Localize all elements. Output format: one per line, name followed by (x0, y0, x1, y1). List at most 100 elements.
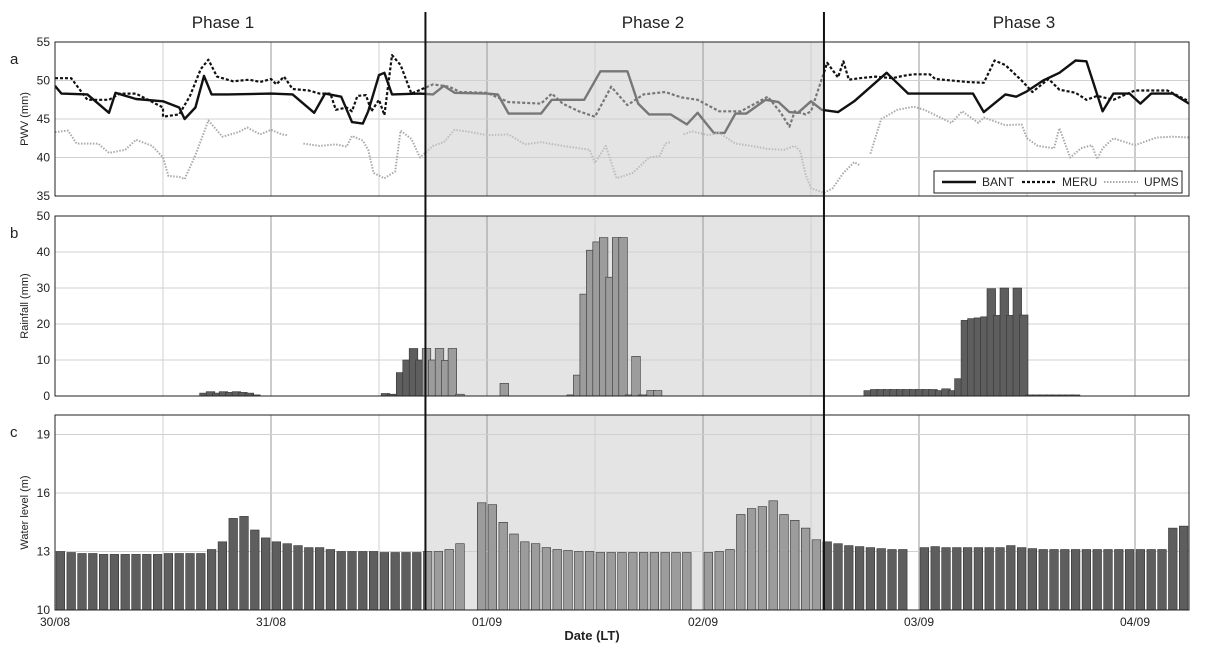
panel-letter: c (10, 424, 18, 441)
water-level-bar (368, 551, 379, 611)
water-level-bar (606, 552, 616, 611)
water-level-bar (401, 552, 411, 611)
y-tick-label: 16 (37, 486, 51, 500)
x-tick-label: 02/09 (688, 615, 718, 629)
water-level-bar (854, 546, 865, 611)
water-level-bar (714, 551, 724, 611)
water-level-bar (1114, 549, 1124, 611)
water-level-bar (153, 554, 163, 611)
water-level-bar (1027, 548, 1037, 611)
water-level-bar (1016, 547, 1027, 611)
labels: 35 40 45 50 55 a PWV (mm) BANT MERU UPMS 0 10 20 30 40… (10, 13, 1183, 643)
water-level-bar (1135, 549, 1145, 611)
y-tick-label: 50 (37, 209, 51, 223)
water-level-bar (390, 552, 400, 611)
water-level-bar (833, 543, 843, 611)
legend-label: BANT (982, 175, 1015, 189)
y-tick-label: 30 (37, 281, 51, 295)
water-level-bar (185, 553, 195, 611)
water-level-bar (217, 541, 228, 611)
y-tick-label: 45 (37, 112, 51, 126)
water-level-bar (142, 554, 152, 611)
water-level-bar (336, 551, 346, 611)
water-level-bar (131, 554, 141, 611)
water-level-bar (1071, 549, 1081, 611)
panel-gap (0, 396, 1206, 415)
water-level-bar (358, 551, 368, 611)
panel-frame (54, 215, 1190, 397)
water-level-bar (725, 549, 735, 611)
series-line-upms-phase2 (55, 121, 287, 180)
y-tick-label: 50 (37, 74, 51, 88)
series-line-bant-phase2 (425, 70, 824, 135)
water-level-bar (649, 552, 659, 611)
water-level-bar (1060, 549, 1070, 611)
water-level-bar (962, 547, 973, 611)
water-level-bar (552, 549, 562, 611)
phase-title: Phase 1 (192, 13, 254, 32)
water-level-bar (941, 547, 951, 611)
y-tick-label: 55 (37, 35, 51, 49)
rainfall-bar (447, 348, 458, 397)
water-level-bar (109, 554, 119, 611)
water-level-bar (865, 547, 875, 611)
water-level-bar (347, 551, 357, 611)
y-tick-label: 19 (37, 428, 51, 442)
y-tick-label: 13 (37, 545, 51, 559)
water-level-bar (757, 506, 767, 611)
water-level-bar (174, 553, 184, 611)
water-level-bar (487, 504, 498, 611)
water-level-bar (55, 551, 65, 611)
water-level-bar (260, 537, 271, 611)
water-level-bar (952, 547, 962, 611)
water-level-bar (293, 545, 303, 611)
panel-gap (0, 196, 1206, 216)
water-level-bar (163, 553, 174, 611)
water-level-bar (379, 552, 390, 611)
water-level-bar (412, 552, 422, 611)
series-line-upms-phase2 (683, 130, 824, 194)
phase-title: Phase 3 (993, 13, 1055, 32)
series-line-meru-phase2 (425, 69, 824, 128)
water-level-bar (239, 516, 249, 611)
legend-label: UPMS (1144, 175, 1179, 189)
water-level-bar (325, 549, 336, 611)
water-level-bar (973, 547, 983, 611)
water-level-bar (660, 552, 670, 611)
legend-box (933, 170, 1183, 194)
rainfall-bar (1019, 314, 1029, 397)
y-tick-label: 10 (37, 353, 51, 367)
water-level-bar (563, 550, 573, 611)
water-level-bar (703, 552, 713, 611)
water-level-bar (99, 554, 109, 611)
panel-letter: b (10, 225, 18, 242)
water-level-bar (530, 543, 541, 611)
water-level-bar (271, 541, 282, 611)
y-tick-label: 10 (37, 603, 51, 617)
water-level-bar (1157, 549, 1167, 611)
y-axis-label: Water level (m) (19, 475, 31, 549)
water-level-bar (282, 543, 292, 611)
y-tick-label: 20 (37, 317, 51, 331)
y-axis-label: Rainfall (mm) (19, 273, 31, 338)
water-level-bar (228, 518, 238, 611)
water-level-bar (736, 514, 746, 611)
phase-title: Phase 2 (622, 13, 684, 32)
water-level-bar (995, 547, 1005, 611)
water-level-bar (1103, 549, 1113, 611)
panel-frame (54, 414, 1190, 611)
water-level-bar (88, 553, 98, 611)
water-level-bar (476, 502, 487, 611)
rainfall-bar (618, 237, 628, 397)
water-level-bar (1081, 549, 1091, 611)
water-level-bar (800, 527, 811, 611)
water-level-bar (887, 549, 897, 611)
water-level-bar (207, 549, 217, 611)
water-level-bar (433, 551, 444, 611)
water-level-bar (1179, 525, 1189, 611)
water-level-bar (617, 552, 627, 611)
water-level-bar (919, 547, 929, 611)
water-level-bar (984, 547, 994, 611)
water-level-bar (66, 552, 76, 611)
